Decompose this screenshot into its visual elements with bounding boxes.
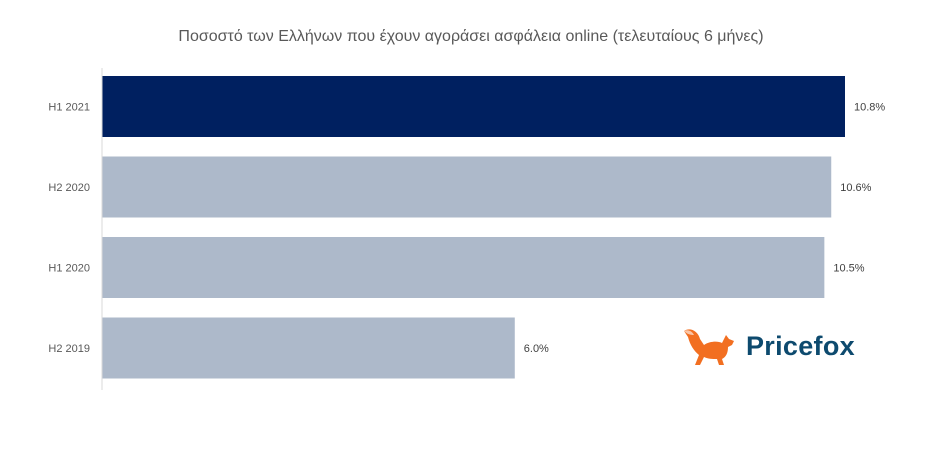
bar [102,156,832,218]
data-label: 10.8% [854,102,885,114]
data-label: 10.6% [840,182,871,194]
logo-text: Pricefox [746,330,855,361]
data-label: 6.0% [524,343,549,355]
bar [102,317,515,379]
pricefox-logo: Pricefox [682,325,855,367]
fox-icon [684,329,734,365]
category-label: H2 2020 [48,182,90,194]
bar [102,76,845,137]
bar [102,237,825,298]
category-label: H1 2021 [48,102,90,114]
data-label: 10.5% [833,263,864,275]
category-label: H1 2020 [48,263,90,275]
category-label: H2 2019 [48,343,90,355]
chart-title: Ποσοστό των Ελλήνων που έχουν αγοράσει α… [178,28,764,45]
